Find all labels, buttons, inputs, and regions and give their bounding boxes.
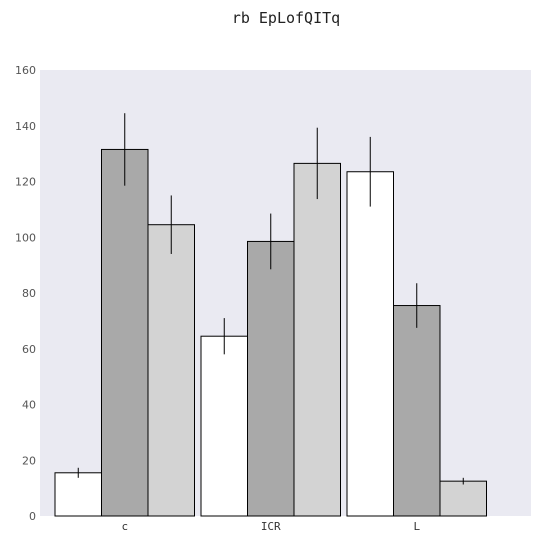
bar — [393, 305, 441, 517]
x-axis: c ICR L — [121, 520, 420, 533]
y-tick-label: 60 — [22, 343, 36, 356]
y-tick-label: 160 — [15, 64, 36, 77]
y-tick-label: 120 — [15, 176, 36, 189]
bar — [439, 480, 487, 517]
y-axis: 0 20 40 60 80 100 120 140 160 — [15, 64, 36, 523]
y-tick-label: 100 — [15, 231, 36, 244]
y-tick-label: 40 — [22, 399, 36, 412]
x-tick-label: ICR — [261, 520, 281, 533]
bar — [247, 240, 295, 517]
x-tick-label: c — [121, 520, 128, 533]
y-tick-label: 0 — [29, 510, 36, 523]
error-bar-group — [77, 113, 464, 485]
bar — [101, 148, 149, 517]
bar — [147, 224, 195, 517]
bar — [54, 472, 102, 517]
bar — [200, 335, 248, 517]
y-tick-label: 140 — [15, 120, 36, 133]
x-tick-label: L — [413, 520, 420, 533]
chart-title: rb EpLofQITq — [232, 9, 340, 27]
bar — [293, 162, 341, 517]
bar-group — [54, 148, 487, 517]
y-tick-label: 80 — [22, 287, 36, 300]
y-tick-label: 20 — [22, 454, 36, 467]
bar — [346, 171, 394, 517]
